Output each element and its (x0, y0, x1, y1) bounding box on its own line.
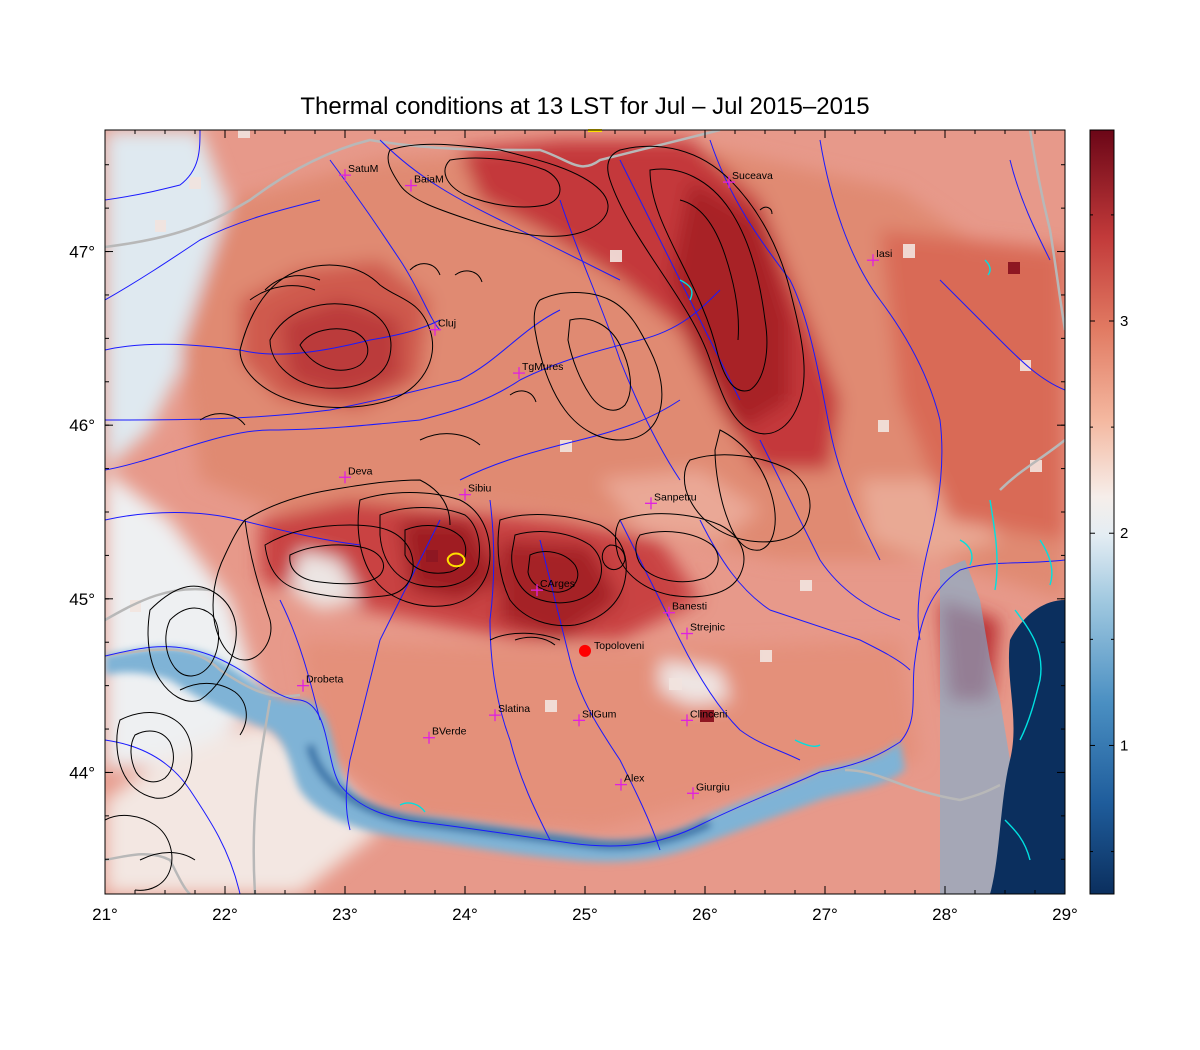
country-borders (105, 130, 1065, 894)
temperature-field (105, 130, 1065, 894)
x-tick-label: 28° (932, 905, 958, 924)
city-marker[interactable]: Alex (615, 773, 645, 791)
city-label: Sibiu (468, 483, 492, 495)
city-label: Suceava (732, 170, 773, 182)
colorbar-tick-label: 2 (1120, 525, 1128, 542)
city-marker[interactable]: Drobeta (297, 674, 344, 692)
city-marker[interactable]: Cluj (429, 318, 456, 336)
city-label: SatuM (348, 163, 378, 175)
city-label: Cluj (438, 318, 456, 330)
y-tick-label: 44° (69, 763, 95, 782)
city-marker[interactable]: SilGum (573, 708, 617, 727)
colorbar-tick-label: 3 (1120, 313, 1128, 330)
colorbar: 1 2 3 (1089, 129, 1128, 895)
city-marker[interactable]: SatuM (339, 163, 378, 182)
city-marker[interactable]: Strejnic (681, 622, 725, 640)
city-label: Drobeta (306, 674, 344, 686)
y-tick-label: 47° (69, 243, 95, 262)
colorbar-gradient (1089, 129, 1115, 895)
city-label: Banesti (672, 601, 707, 613)
y-tick-label: 46° (69, 416, 95, 435)
x-tick-label: 22° (212, 905, 238, 924)
city-label: BaiaM (414, 174, 444, 186)
city-marker[interactable]: BVerde (423, 726, 467, 744)
y-tick-label: 45° (69, 590, 95, 609)
highlight-label: Topoloveni (594, 640, 644, 652)
river-network (105, 130, 1065, 894)
terrain-contours (105, 143, 811, 891)
city-marker[interactable]: BaiaM (405, 174, 444, 192)
city-label: Strejnic (690, 622, 725, 634)
city-marker[interactable]: Suceava (723, 170, 773, 189)
x-tick-label: 26° (692, 905, 718, 924)
city-marker[interactable]: TgMures (513, 361, 563, 380)
city-label: Alex (624, 773, 645, 785)
map-axes: 21° 22° 23° 24° 25° 26° 27° 28° 29° 47° 46° 45° 44° (69, 130, 1078, 924)
city-label: Giurgiu (696, 781, 730, 793)
x-tick-label: 29° (1052, 905, 1078, 924)
city-marker[interactable]: Clinceni (681, 708, 727, 727)
x-tick-label: 23° (332, 905, 358, 924)
city-label: TgMures (522, 361, 563, 373)
highlight-dot (579, 644, 591, 657)
highlight-point[interactable]: Topoloveni (579, 640, 644, 657)
lakes-and-delta (399, 259, 1053, 861)
city-label: CArges (540, 578, 575, 590)
city-marker[interactable]: Sibiu (459, 483, 492, 501)
city-label: Clinceni (690, 708, 727, 720)
x-tick-label: 21° (92, 905, 118, 924)
city-label: Iasi (876, 248, 892, 260)
city-marker[interactable]: Giurgiu (687, 781, 730, 800)
x-tick-label: 27° (812, 905, 838, 924)
city-marker[interactable]: Iasi (867, 248, 892, 267)
x-tick-label: 24° (452, 905, 478, 924)
city-marker[interactable]: CArges (531, 578, 575, 597)
city-marker[interactable]: Deva (339, 465, 373, 484)
city-marker[interactable]: Slatina (489, 703, 530, 722)
city-label: SilGum (582, 708, 617, 720)
city-markers: SatuM BaiaM Suceava Iasi Cluj TgMures Deva Sibi… (297, 163, 892, 800)
city-label: Slatina (498, 703, 530, 715)
city-marker[interactable]: Sanpetru (645, 491, 697, 510)
colorbar-tick-label: 1 (1120, 737, 1128, 754)
x-tick-label: 25° (572, 905, 598, 924)
city-label: Deva (348, 465, 373, 477)
city-marker[interactable]: Banesti (663, 601, 707, 619)
city-label: BVerde (432, 726, 467, 738)
city-label: Sanpetru (654, 491, 697, 503)
hot-spot-contour (446, 552, 466, 568)
map-title: Thermal conditions at 13 LST for Jul – J… (300, 93, 870, 120)
